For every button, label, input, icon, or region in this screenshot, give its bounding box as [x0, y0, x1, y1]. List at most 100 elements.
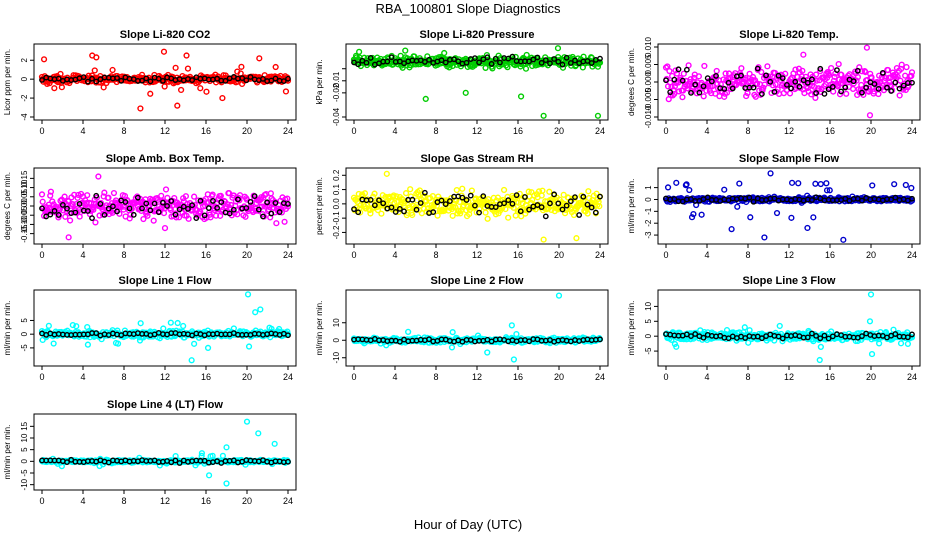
hourly-point	[205, 205, 212, 211]
sample-point	[823, 187, 831, 194]
hourly-point	[859, 333, 865, 340]
y-tick-label: 0.005	[644, 54, 653, 75]
hourly-point	[559, 206, 566, 213]
sample-point	[82, 197, 89, 204]
x-tick-label: 8	[433, 126, 438, 136]
hourly-point	[850, 78, 857, 85]
sample-point	[700, 93, 707, 100]
sample-point	[252, 207, 259, 214]
panel-title: Slope Li-820 Pressure	[420, 29, 535, 41]
y-tick-label: -0.1	[332, 211, 341, 225]
sample-point	[395, 208, 402, 216]
hourly-point	[268, 210, 275, 217]
hourly-point	[597, 193, 603, 200]
hourly-point	[51, 208, 58, 214]
sample-point	[482, 209, 489, 216]
hourly-point	[189, 77, 196, 83]
sample-point	[849, 85, 857, 93]
hourly-point	[455, 58, 462, 65]
x-tick-label: 20	[242, 496, 252, 506]
sample-point	[758, 68, 765, 76]
sample-point	[459, 185, 466, 192]
panel-title: Slope Li-820 Temp.	[739, 29, 838, 41]
hourly-point	[401, 208, 407, 215]
sample-point	[62, 213, 69, 220]
sample-point	[743, 92, 750, 100]
x-tick-label: 4	[80, 372, 85, 382]
outlier-point	[555, 292, 563, 299]
hourly-point	[700, 334, 707, 341]
sample-point	[741, 324, 748, 331]
sample-point	[161, 83, 168, 90]
x-tick-label: 0	[39, 250, 44, 260]
hourly-point	[176, 460, 183, 466]
hourly-point	[725, 79, 732, 86]
outlier-point	[282, 88, 290, 95]
y-tick-label: -0.2	[332, 225, 341, 239]
sample-point	[830, 88, 837, 95]
x-tick-label: 8	[433, 250, 438, 260]
x-tick-label: 12	[472, 126, 482, 136]
sample-point	[434, 212, 441, 219]
hourly-point	[838, 88, 845, 95]
hourly-point	[592, 209, 599, 216]
sample-point	[897, 340, 905, 347]
hourly-point	[210, 198, 216, 204]
sample-point	[713, 67, 720, 75]
hourly-point	[888, 88, 895, 94]
x-tick-label: 12	[160, 250, 170, 260]
hourly-point	[667, 89, 674, 96]
hourly-point	[671, 76, 678, 83]
sample-point	[267, 190, 274, 197]
x-tick-label: 16	[825, 126, 835, 136]
hourly-point	[251, 193, 258, 199]
y-tick-label: -0.10	[20, 215, 29, 234]
x-tick-label: 20	[554, 126, 564, 136]
sample-point	[746, 70, 753, 77]
hourly-point	[89, 75, 95, 82]
panel-6: Slope Sample Flow ml/min per min. 0 4 8 12 16 2…	[627, 153, 921, 260]
outlier-point	[183, 52, 190, 59]
outlier-point	[868, 350, 876, 358]
hourly-point	[413, 206, 420, 213]
hourly-point	[522, 194, 528, 200]
hourly-point	[39, 205, 45, 212]
outlier-point	[573, 235, 580, 242]
x-tick-label: 20	[866, 372, 876, 382]
hourly-point	[376, 197, 382, 204]
hourly-point	[580, 193, 587, 200]
sample-point	[354, 198, 361, 205]
y-axis-label: degrees C per min.	[627, 48, 636, 116]
hourly-point	[534, 54, 541, 61]
hourly-points	[663, 330, 915, 342]
x-tick-label: 20	[554, 372, 564, 382]
sample-point	[173, 214, 180, 221]
hourly-point	[276, 209, 283, 215]
outlier-point	[800, 51, 807, 58]
sample-point	[182, 193, 189, 200]
hourly-point	[285, 332, 291, 339]
sample-point	[772, 81, 779, 88]
sample-point	[516, 190, 523, 197]
hourly-point	[909, 79, 915, 86]
x-tick-label: 0	[351, 250, 356, 260]
hourly-point	[351, 206, 357, 213]
hourly-point	[547, 60, 553, 67]
sample-point	[197, 208, 204, 215]
hourly-point	[825, 86, 832, 93]
sample-point	[69, 321, 76, 329]
x-tick-label: 24	[907, 126, 917, 136]
hourly-point	[758, 91, 765, 97]
sample-point	[799, 67, 806, 74]
sample-point	[853, 77, 860, 84]
y-tick-label: 5	[20, 318, 29, 323]
sample-point	[686, 78, 694, 86]
x-tick-label: 8	[121, 496, 126, 506]
outlier-point	[174, 102, 181, 109]
hourly-point	[904, 334, 911, 341]
sample-point	[529, 62, 536, 70]
hourly-point	[584, 201, 591, 208]
hourly-point	[89, 215, 95, 222]
